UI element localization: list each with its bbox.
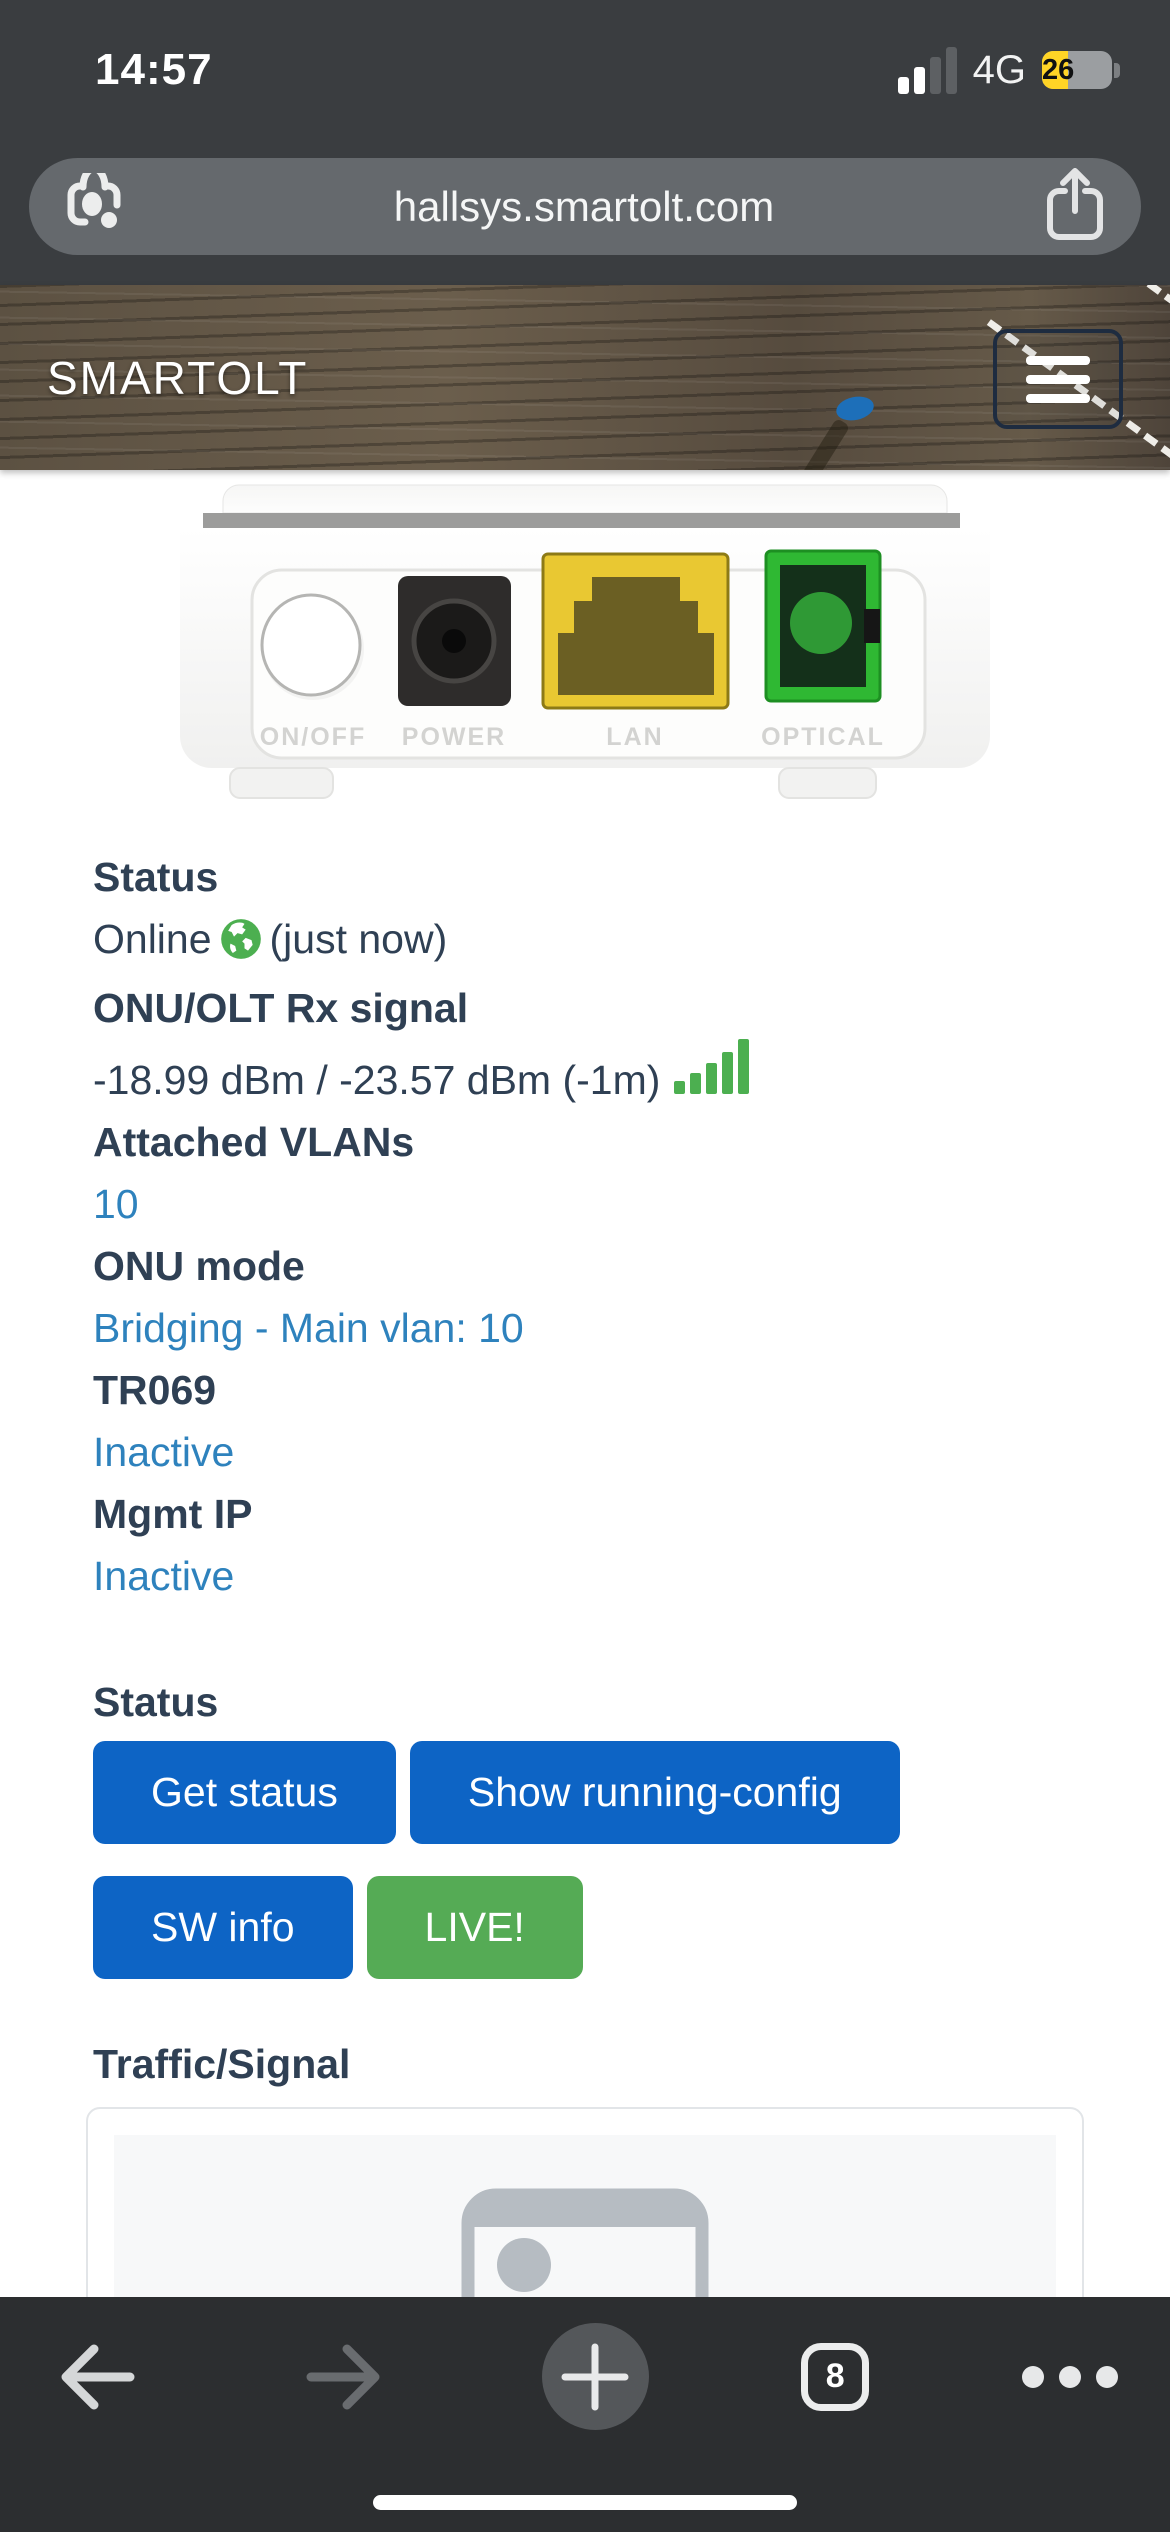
tab-count: 8 bbox=[825, 2357, 845, 2395]
network-type-label: 4G bbox=[972, 47, 1026, 92]
status-lastseen-text: (just now) bbox=[269, 916, 448, 962]
port-power bbox=[398, 576, 511, 706]
battery-icon: 26 bbox=[1042, 51, 1120, 89]
url-text[interactable]: hallsys.smartolt.com bbox=[393, 182, 775, 230]
status-online-text: Online bbox=[93, 916, 212, 962]
hamburger-menu-button[interactable] bbox=[993, 329, 1123, 429]
status-bar: 14:57 4G 26 bbox=[0, 0, 1170, 110]
mgmt-ip-link[interactable]: Inactive bbox=[93, 1553, 235, 1599]
onu-details: Status Online (just now) ONU/OLT Rx signa… bbox=[93, 846, 1170, 1607]
share-icon[interactable] bbox=[1043, 165, 1107, 248]
port-optical bbox=[764, 549, 882, 703]
battery-cap bbox=[1114, 62, 1120, 78]
pushpin-shadow bbox=[801, 417, 851, 470]
field-value-status: Online (just now) bbox=[93, 908, 1170, 977]
lens-camera-icon[interactable] bbox=[63, 165, 125, 240]
field-label-rx-signal: ONU/OLT Rx signal bbox=[93, 985, 469, 1031]
onu-mode-link[interactable]: Bridging - Main vlan: 10 bbox=[93, 1305, 524, 1351]
battery-fill bbox=[1042, 51, 1068, 89]
rx-signal-text: -18.99 dBm / -23.57 dBm (-1m) bbox=[93, 1057, 661, 1103]
tr069-link[interactable]: Inactive bbox=[93, 1429, 235, 1475]
back-button[interactable] bbox=[52, 2335, 144, 2419]
overflow-menu-button[interactable] bbox=[1022, 2365, 1118, 2388]
field-label-tr069: TR069 bbox=[93, 1367, 217, 1413]
page-content: ON/OFF POWER LAN OPTICAL Status Online (j… bbox=[0, 470, 1170, 2532]
home-indicator[interactable] bbox=[373, 2495, 797, 2510]
port-onoff bbox=[260, 593, 364, 700]
port-label-power: POWER bbox=[402, 723, 506, 751]
port-label-optical: OPTICAL bbox=[761, 723, 885, 751]
browser-bottom-toolbar: 8 bbox=[0, 2297, 1170, 2532]
battery-percent: 26 bbox=[1042, 54, 1075, 86]
tab-switcher-button[interactable]: 8 bbox=[801, 2342, 870, 2411]
field-label-vlans: Attached VLANs bbox=[93, 1119, 415, 1165]
actions-row-1: Get status Show running-config bbox=[93, 1741, 1170, 1844]
vlans-link[interactable]: 10 bbox=[93, 1181, 139, 1227]
new-tab-button[interactable] bbox=[541, 2323, 649, 2430]
port-label-lan: LAN bbox=[606, 723, 663, 751]
field-label-mgmt-ip: Mgmt IP bbox=[93, 1491, 253, 1537]
cellular-signal-icon bbox=[897, 46, 957, 94]
port-lan bbox=[541, 552, 730, 710]
site-header: SMARTOLT bbox=[0, 285, 1170, 470]
fiber-cable-graphic-2 bbox=[1129, 285, 1170, 345]
live-button[interactable]: LIVE! bbox=[366, 1876, 583, 1979]
get-status-button[interactable]: Get status bbox=[93, 1741, 396, 1844]
url-row: hallsys.smartolt.com bbox=[0, 110, 1170, 255]
forward-button[interactable] bbox=[297, 2335, 389, 2419]
globe-online-icon bbox=[220, 919, 262, 969]
field-label-status: Status bbox=[93, 854, 219, 900]
port-label-onoff: ON/OFF bbox=[260, 723, 366, 751]
address-bar[interactable]: hallsys.smartolt.com bbox=[29, 158, 1141, 255]
brand-logo[interactable]: SMARTOLT bbox=[47, 351, 309, 404]
field-label-onu-mode: ONU mode bbox=[93, 1243, 305, 1289]
show-running-config-button[interactable]: Show running-config bbox=[409, 1741, 900, 1844]
actions-heading: Status bbox=[93, 1679, 219, 1725]
sw-info-button[interactable]: SW info bbox=[93, 1876, 353, 1979]
field-value-rx-signal: -18.99 dBm / -23.57 dBm (-1m) bbox=[93, 1039, 1170, 1111]
traffic-signal-heading: Traffic/Signal bbox=[93, 2041, 351, 2087]
browser-chrome: 14:57 4G 26 hallsys.s bbox=[0, 0, 1170, 285]
actions-row-2: SW info LIVE! bbox=[93, 1876, 1170, 1979]
signal-bars-icon bbox=[674, 1039, 750, 1094]
clock: 14:57 bbox=[95, 45, 213, 94]
onu-device-image: ON/OFF POWER LAN OPTICAL bbox=[180, 483, 990, 806]
